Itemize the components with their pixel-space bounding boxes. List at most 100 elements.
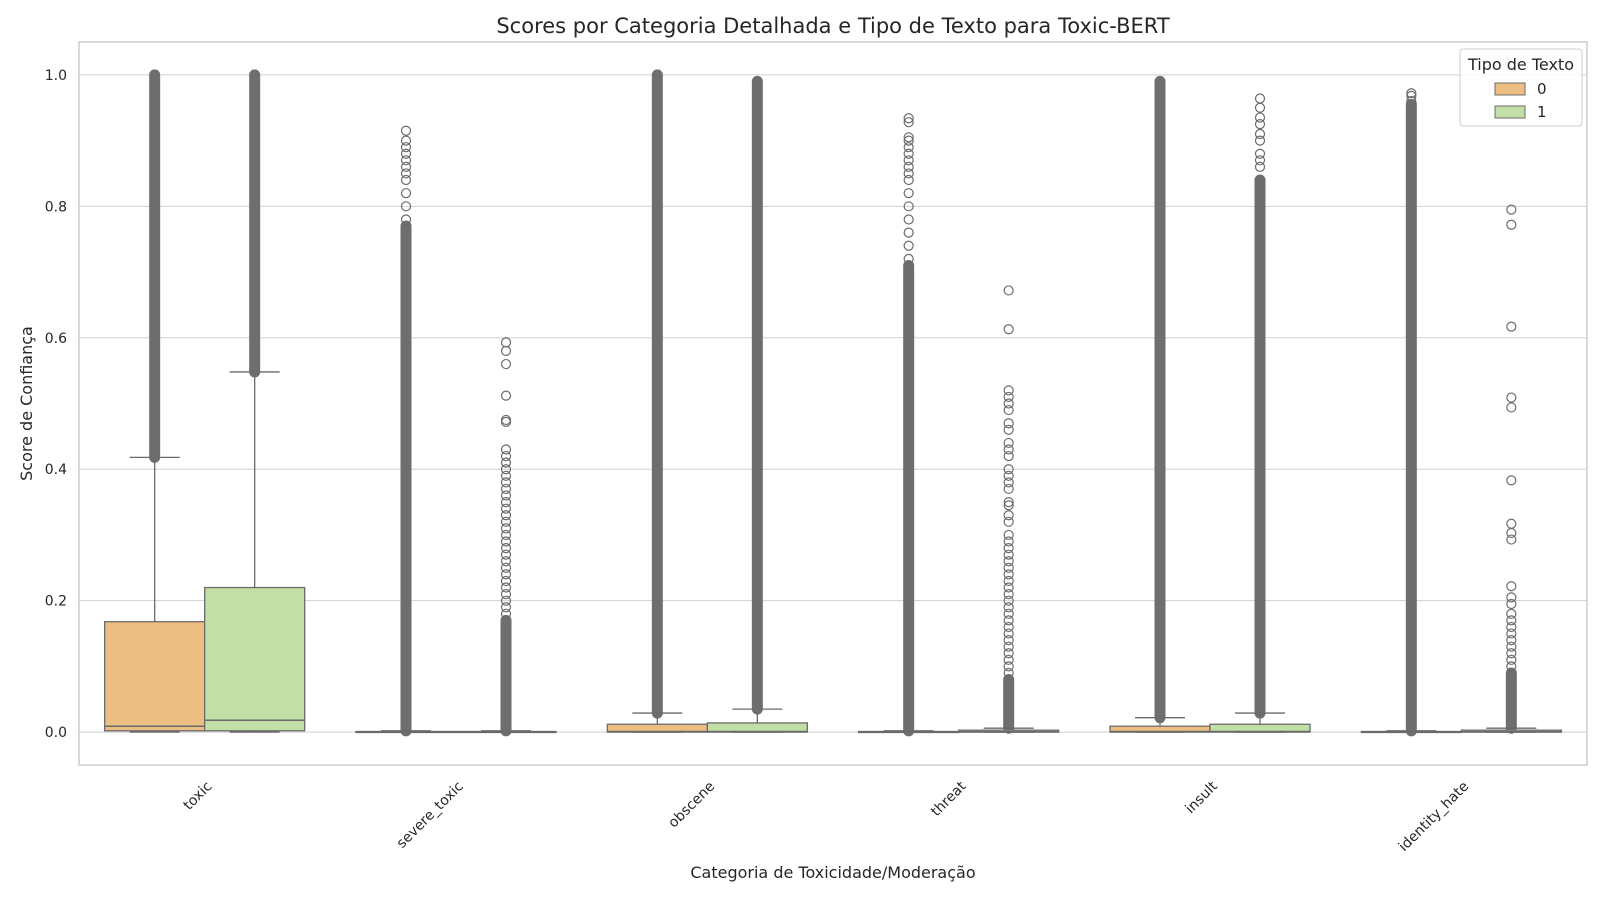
box-toxic-0 bbox=[104, 69, 206, 733]
outlier-point bbox=[1506, 661, 1517, 672]
outlier-point bbox=[903, 117, 914, 128]
outlier-point bbox=[500, 575, 512, 587]
outlier-band bbox=[249, 69, 261, 378]
outlier-point bbox=[1003, 562, 1014, 573]
box-plots bbox=[104, 69, 1562, 737]
outlier-point bbox=[1003, 595, 1014, 606]
outlier-point bbox=[500, 602, 512, 613]
outlier-point bbox=[1506, 592, 1517, 603]
outlier-point bbox=[1003, 285, 1014, 296]
outlier-point bbox=[903, 148, 914, 159]
outlier-point bbox=[400, 161, 412, 172]
outlier-point bbox=[1506, 475, 1517, 486]
outlier-point bbox=[1506, 654, 1517, 665]
outlier-point bbox=[1506, 628, 1517, 639]
legend-title: Tipo de Texto bbox=[1467, 55, 1574, 74]
outlier-point bbox=[903, 227, 914, 238]
outlier-point bbox=[1003, 635, 1014, 646]
outlier-point bbox=[1506, 321, 1517, 332]
outlier-point bbox=[1254, 112, 1266, 123]
outlier-point bbox=[903, 161, 914, 172]
outlier-point bbox=[1003, 529, 1014, 541]
outlier-point bbox=[500, 358, 512, 370]
outlier-point bbox=[903, 201, 914, 212]
outlier-point bbox=[1506, 527, 1517, 539]
outlier-point bbox=[1003, 654, 1014, 665]
outlier-point bbox=[500, 483, 512, 495]
outlier-point bbox=[1003, 510, 1014, 521]
outlier-point bbox=[1254, 148, 1266, 159]
outlier-point bbox=[400, 125, 412, 136]
outlier-point bbox=[500, 444, 512, 455]
outlier-point bbox=[903, 168, 914, 179]
y-tick-label: 0.0 bbox=[45, 725, 67, 741]
outlier-band bbox=[1505, 667, 1517, 734]
outlier-point bbox=[500, 589, 512, 600]
legend-swatch bbox=[1494, 105, 1526, 119]
outlier-point bbox=[1003, 589, 1014, 600]
box-severe_toxic-1 bbox=[455, 337, 557, 737]
outlier-point bbox=[500, 516, 512, 527]
y-axis-ticks: 0.0 0.2 0.4 0.6 0.8 1.0 bbox=[45, 68, 67, 741]
legend-swatch bbox=[1494, 82, 1526, 96]
legend: Tipo de Texto 01 bbox=[1459, 48, 1583, 127]
box-threat-0 bbox=[858, 113, 960, 737]
outlier-point bbox=[500, 490, 512, 501]
outlier-point bbox=[1506, 648, 1517, 659]
outlier-point bbox=[1003, 615, 1014, 626]
outlier-point bbox=[903, 240, 914, 251]
outlier-point bbox=[1003, 470, 1014, 481]
outlier-point bbox=[1003, 444, 1014, 455]
x-tick-label: severe_toxic bbox=[394, 779, 467, 852]
outlier-point bbox=[500, 523, 512, 534]
outlier-point bbox=[500, 595, 512, 606]
box-obscene-0 bbox=[606, 69, 708, 733]
x-tick-label: toxic bbox=[180, 779, 215, 814]
outlier-point bbox=[400, 142, 412, 153]
x-tick-label: insult bbox=[1182, 778, 1221, 817]
outlier-point bbox=[1003, 549, 1014, 560]
outlier-point bbox=[1506, 392, 1517, 403]
outlier-band bbox=[1254, 174, 1266, 719]
y-tick-label: 0.4 bbox=[45, 462, 67, 478]
outlier-point bbox=[500, 556, 512, 567]
outlier-point bbox=[500, 549, 512, 560]
outlier-point bbox=[1406, 90, 1417, 101]
outlier-point bbox=[903, 142, 914, 153]
outlier-point bbox=[1003, 483, 1014, 495]
outlier-point bbox=[500, 390, 512, 401]
outlier-point bbox=[903, 155, 914, 166]
box-severe_toxic-0 bbox=[355, 125, 457, 737]
outlier-point bbox=[1506, 581, 1517, 592]
outlier-point bbox=[1506, 518, 1517, 529]
outlier-point bbox=[903, 135, 914, 146]
outlier-point bbox=[1003, 648, 1014, 659]
legend-label: 1 bbox=[1537, 103, 1547, 121]
outlier-point bbox=[1003, 621, 1014, 633]
y-tick-label: 0.8 bbox=[45, 199, 67, 215]
outlier-point bbox=[1506, 402, 1517, 413]
outlier-point bbox=[500, 529, 512, 541]
outlier-point bbox=[1003, 500, 1014, 511]
plot-frame bbox=[78, 41, 1588, 766]
outlier-point bbox=[500, 503, 512, 514]
outlier-point bbox=[500, 569, 512, 580]
outlier-band bbox=[903, 259, 915, 737]
outlier-point bbox=[1003, 667, 1014, 679]
outlier-point bbox=[500, 536, 512, 547]
outlier-point bbox=[500, 450, 512, 462]
outlier-point bbox=[1003, 437, 1014, 449]
gridlines bbox=[79, 74, 1587, 733]
outlier-point bbox=[500, 457, 512, 468]
outlier-point bbox=[500, 582, 512, 593]
legend-items: 01 bbox=[1494, 80, 1547, 121]
outlier-point bbox=[903, 214, 914, 225]
outlier-point bbox=[1003, 398, 1014, 409]
outlier-point bbox=[903, 188, 914, 199]
outlier-point bbox=[1003, 418, 1014, 429]
outlier-band bbox=[751, 75, 763, 715]
box-toxic-1 bbox=[204, 69, 306, 733]
y-tick-label: 1.0 bbox=[45, 68, 67, 84]
outlier-point bbox=[1003, 608, 1014, 619]
